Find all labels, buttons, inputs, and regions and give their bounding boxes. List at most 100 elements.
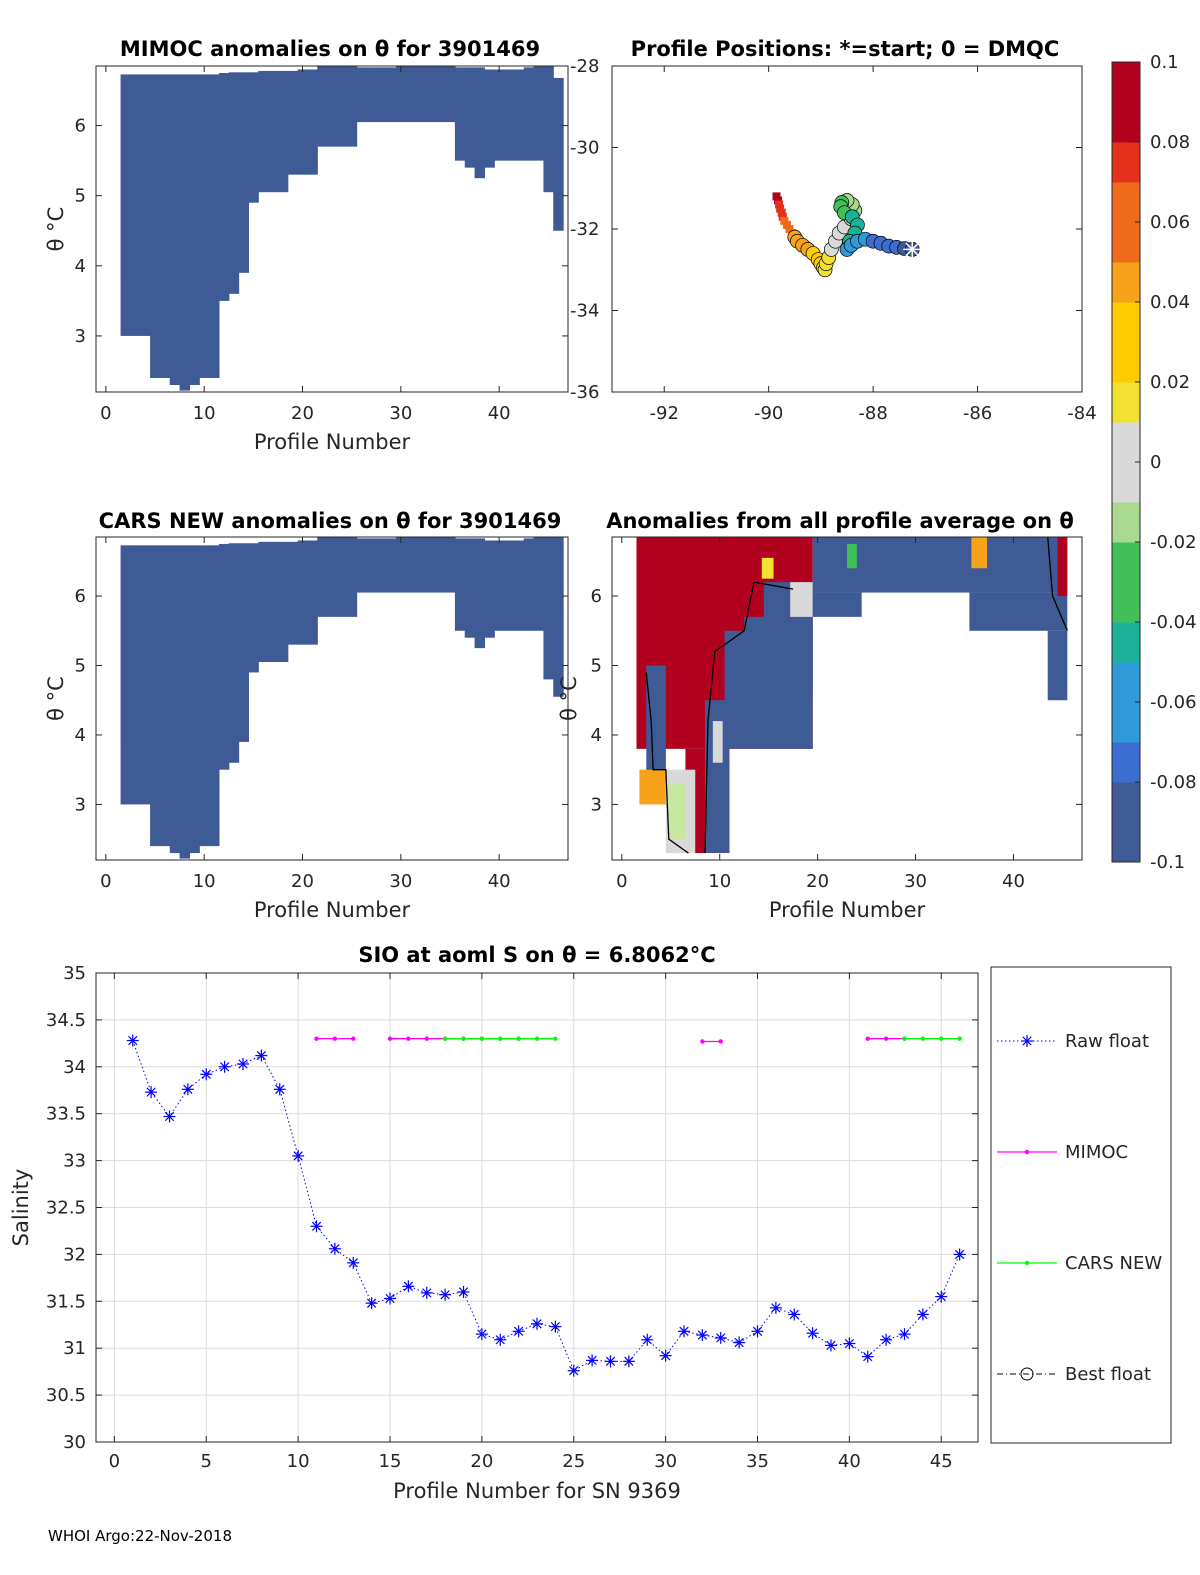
x-tick-label: 5 xyxy=(201,1451,212,1472)
x-tick-label: 40 xyxy=(488,871,511,892)
colorbar-tick-label: -0.06 xyxy=(1150,692,1197,713)
raw-float-point xyxy=(402,1280,415,1293)
colorbar-segment xyxy=(1112,382,1140,423)
star-stroke xyxy=(422,1288,432,1298)
chart-title: Anomalies from all profile average on θ xyxy=(606,509,1074,533)
cars-new-point xyxy=(498,1036,503,1041)
mimoc-point xyxy=(718,1039,723,1044)
contour-line xyxy=(645,672,689,854)
y-tick-label: -34 xyxy=(570,301,599,322)
star-stroke xyxy=(275,1084,285,1094)
colorbar-tick-label: 0.08 xyxy=(1150,132,1190,153)
heatmap-cell xyxy=(268,70,279,193)
heatmap-cell xyxy=(356,67,368,123)
heatmap-cell xyxy=(553,77,564,231)
y-tick-label: 30 xyxy=(63,1432,86,1453)
y-axis-label: θ °C xyxy=(44,207,68,252)
raw-float-point xyxy=(200,1068,213,1081)
heatmap-cell xyxy=(140,545,151,805)
colorbar-segment xyxy=(1112,342,1140,383)
heatmap-cell xyxy=(159,545,171,847)
cars-new-point xyxy=(461,1036,466,1041)
colorbar-tick-label: 0.06 xyxy=(1150,212,1190,233)
heatmap-cell xyxy=(297,540,309,645)
heatmap-cell xyxy=(199,74,210,378)
star-stroke xyxy=(495,1335,505,1345)
star-stroke xyxy=(164,1111,175,1122)
raw-float-point xyxy=(880,1333,893,1346)
x-tick-label: 20 xyxy=(470,1451,493,1472)
heatmap-cell xyxy=(179,74,191,391)
mimoc-point xyxy=(700,1039,705,1044)
y-tick-label: 5 xyxy=(591,656,602,677)
star-stroke xyxy=(844,1338,855,1349)
cars-new-point xyxy=(534,1036,540,1041)
star-stroke xyxy=(128,1035,138,1046)
y-tick-label: 4 xyxy=(591,725,602,746)
colorbar-segment xyxy=(1112,222,1140,263)
colorbar-segment xyxy=(1112,422,1140,463)
star-stroke xyxy=(899,1329,910,1339)
cars-new-point xyxy=(553,1036,558,1041)
raw-float-point xyxy=(604,1355,617,1368)
heatmap-cell xyxy=(317,537,328,617)
raw-float-point xyxy=(475,1328,488,1341)
x-tick-label: 10 xyxy=(287,1451,310,1472)
heatmap-cell xyxy=(494,69,505,161)
raw-float-point xyxy=(843,1337,856,1350)
dmqc-marker xyxy=(772,192,781,201)
cars-new-point xyxy=(939,1036,944,1041)
x-tick-label: 10 xyxy=(193,403,216,424)
y-tick-label: 33 xyxy=(63,1151,86,1172)
plot-frame xyxy=(611,536,1083,861)
y-tick-label: 30.5 xyxy=(46,1385,86,1406)
dmqc-marker xyxy=(774,196,783,205)
legend-label: CARS NEW xyxy=(1065,1253,1162,1274)
heatmap-cell xyxy=(209,74,220,378)
colorbar-segment xyxy=(1112,142,1140,183)
raw-float-point xyxy=(273,1083,286,1096)
heatmap-cell xyxy=(386,538,397,593)
y-tick-label: 32 xyxy=(63,1244,86,1265)
heatmap-cell xyxy=(523,67,535,161)
y-tick-label: 31 xyxy=(63,1338,86,1359)
star-stroke xyxy=(293,1151,303,1161)
x-tick-label: 20 xyxy=(291,403,314,424)
heatmap-cell xyxy=(790,582,813,617)
star-stroke xyxy=(918,1309,928,1320)
raw-float-line xyxy=(132,1040,961,1372)
heatmap-cell xyxy=(513,69,525,161)
heatmap-cell xyxy=(474,67,486,179)
heatmap-cell xyxy=(248,72,259,203)
heatmap-cell xyxy=(307,69,318,175)
chart-title: CARS NEW anomalies on θ for 3901469 xyxy=(99,509,562,533)
raw-float-point xyxy=(586,1354,599,1367)
star-stroke xyxy=(440,1290,450,1300)
x-axis-label: Profile Number xyxy=(769,898,926,922)
chart-title: Profile Positions: *=start; 0 = DMQC xyxy=(631,37,1060,61)
x-tick-label: 30 xyxy=(654,1451,677,1472)
colorbar-segment xyxy=(1112,582,1140,623)
star-stroke xyxy=(219,1062,230,1072)
heatmap-cell xyxy=(812,592,862,617)
heatmap-cell xyxy=(238,72,250,273)
star-stroke xyxy=(863,1351,873,1362)
dmqc-marker xyxy=(785,225,794,233)
colorbar-segment xyxy=(1112,622,1140,663)
star-stroke xyxy=(311,1221,322,1231)
x-axis-label: Profile Number for SN 9369 xyxy=(393,1479,681,1503)
position-markers xyxy=(772,192,922,278)
contour-line xyxy=(704,581,794,854)
y-tick-label: -32 xyxy=(570,219,599,240)
mimoc-point xyxy=(332,1036,338,1041)
y-tick-label: 6 xyxy=(75,116,86,137)
raw-float-point xyxy=(953,1248,966,1261)
heatmap-cells xyxy=(120,66,564,391)
heatmap-cell xyxy=(533,66,545,161)
heatmap-cell xyxy=(395,537,407,593)
raw-float-point xyxy=(347,1256,360,1269)
x-tick-label: -92 xyxy=(650,403,679,424)
heatmap-cell xyxy=(646,665,666,784)
heatmap-cell xyxy=(130,74,141,336)
x-tick-label: 30 xyxy=(904,871,927,892)
